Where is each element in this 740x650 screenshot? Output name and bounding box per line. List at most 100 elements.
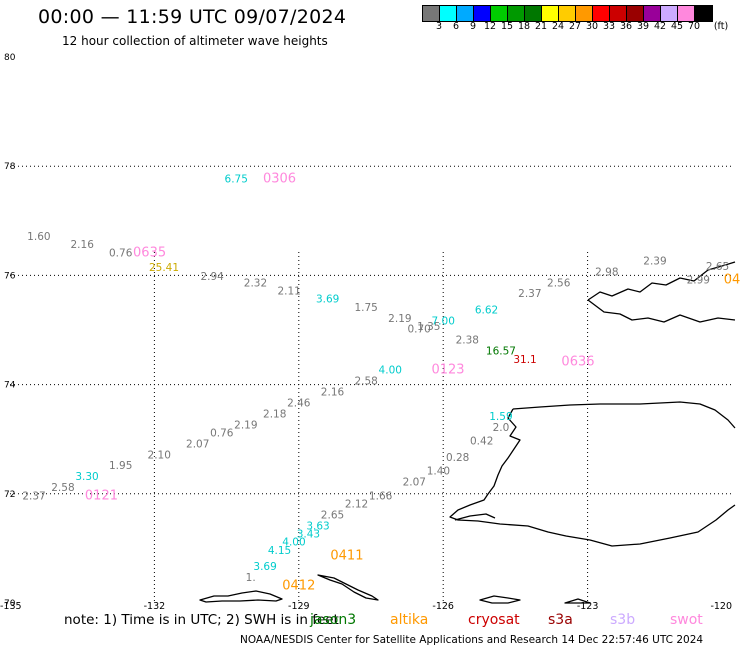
satellite-legend-item: s3a	[548, 612, 573, 628]
wave-height-label: 4.15	[268, 545, 291, 557]
color-swatch	[644, 6, 661, 21]
wave-height-label: 2.37	[518, 288, 541, 300]
wave-height-label: 1.95	[109, 460, 132, 472]
wave-height-label: 2.99	[687, 275, 710, 287]
color-tick-label: 39	[636, 21, 650, 32]
wave-height-label: 16.57	[486, 346, 516, 358]
wave-height-label: 2.65	[321, 509, 344, 521]
satellite-legend-item: jason3	[310, 612, 357, 628]
wave-height-label: 2.12	[345, 498, 368, 510]
color-swatch	[457, 6, 474, 21]
longitude-tick-label: -135	[0, 601, 22, 612]
pass-time-label: 0636	[561, 354, 594, 369]
chart-title: 00:00 — 11:59 UTC 09/07/2024	[38, 6, 347, 28]
color-tick-label: 70	[687, 21, 701, 32]
latitude-tick-label: 76	[4, 271, 16, 281]
wave-height-label: 2.11	[277, 286, 300, 298]
satellite-legend-item: s3b	[610, 612, 636, 628]
coastline	[199, 590, 283, 603]
color-tick-label: 36	[619, 21, 633, 32]
wave-height-label: 3.63	[306, 520, 329, 532]
satellite-legend-item: altika	[390, 612, 429, 628]
color-swatch	[474, 6, 491, 21]
wave-height-label: 25.41	[149, 262, 179, 274]
wave-height-label: 0.70	[407, 324, 430, 336]
wave-height-label: 2.98	[595, 266, 618, 278]
wave-height-label: 1.40	[427, 466, 450, 478]
color-swatch	[542, 6, 559, 21]
pass-time-label: 0412	[282, 578, 315, 593]
wave-height-label: 2.10	[148, 449, 171, 461]
coastline	[479, 595, 521, 604]
wave-height-label: 4.00	[379, 365, 402, 377]
wave-height-label: 2.56	[547, 277, 571, 289]
wave-height-label: 2.38	[456, 335, 479, 347]
wave-height-label: 1.59	[489, 411, 512, 423]
wave-height-label: 3.69	[316, 294, 339, 306]
coastline	[564, 598, 591, 604]
longitude-tick-label: -123	[577, 601, 599, 612]
color-swatch	[627, 6, 644, 21]
coastline	[512, 401, 736, 429]
color-tick-label: 33	[602, 21, 616, 32]
satellite-legend-item: swot	[670, 612, 703, 628]
color-swatch	[695, 6, 712, 21]
wave-height-label: 2.07	[403, 477, 426, 489]
longitude-tick-label: -120	[710, 601, 732, 612]
latitude-tick-label: 74	[4, 381, 16, 391]
color-tick-label: 15	[500, 21, 514, 32]
wave-height-label: 2.32	[244, 277, 267, 289]
credit-line: NOAA/NESDIS Center for Satellite Applica…	[240, 634, 704, 646]
wave-height-label: 3.43	[297, 528, 320, 540]
coastline	[449, 408, 736, 547]
color-tick-label: 45	[670, 21, 684, 32]
wave-height-label: 1.66	[369, 490, 393, 502]
color-swatch	[593, 6, 610, 21]
pass-time-label: 0411	[330, 548, 363, 563]
color-swatch	[576, 6, 593, 21]
wave-height-label: 0.28	[446, 452, 469, 464]
wave-height-label: 2.39	[643, 255, 666, 267]
wave-height-label: 2.46	[287, 397, 311, 409]
color-scale-bar	[422, 5, 713, 22]
pass-time-label: 0121	[85, 488, 118, 503]
color-tick-label: 9	[469, 21, 477, 32]
color-swatch	[661, 6, 678, 21]
color-scale-ticks: 3 6 9 12 15 18 21 24 27 30 33 36 39 42 45 70 (ft)	[422, 21, 740, 35]
wave-height-label: 0.42	[470, 436, 493, 448]
color-swatch	[423, 6, 440, 21]
wave-height-label: 6.62	[475, 305, 498, 317]
color-tick-label: 30	[585, 21, 599, 32]
color-swatch	[440, 6, 457, 21]
color-tick-label: 12	[483, 21, 497, 32]
wave-height-label: 7.00	[432, 316, 455, 328]
color-tick-label: 3	[435, 21, 443, 32]
wave-height-label: 1.35	[417, 321, 440, 333]
color-tick-label: 6	[452, 21, 460, 32]
color-swatch	[610, 6, 627, 21]
coastline	[317, 574, 379, 601]
wave-height-label: 2.58	[51, 482, 74, 494]
satellite-legend: jason3 altika cryosat s3a s3b swot	[0, 612, 740, 630]
wave-height-label: 6.75	[225, 174, 248, 186]
color-swatch	[491, 6, 508, 21]
latitude-tick-label: 70	[4, 599, 16, 609]
wave-height-label: 2.18	[263, 408, 286, 420]
color-tick-label: 42	[653, 21, 667, 32]
color-tick-label: 18	[517, 21, 531, 32]
pass-time-label: 0306	[263, 172, 296, 187]
wave-height-label: 2.0	[493, 422, 510, 434]
wave-height-label: 2.94	[200, 271, 224, 283]
chart-subtitle: 12 hour collection of altimeter wave hei…	[62, 34, 328, 48]
color-tick-label: 27	[568, 21, 582, 32]
color-swatch	[508, 6, 525, 21]
latitude-tick-label: 78	[4, 162, 16, 172]
wave-height-label: 3.69	[253, 561, 276, 573]
longitude-tick-label: -132	[144, 601, 166, 612]
coastline	[587, 299, 736, 323]
wave-height-label: 2.07	[186, 438, 209, 450]
longitude-tick-label: -129	[288, 601, 310, 612]
wave-height-label: 2.65	[706, 261, 729, 273]
coastline	[454, 513, 496, 521]
color-tick-label: 24	[551, 21, 565, 32]
